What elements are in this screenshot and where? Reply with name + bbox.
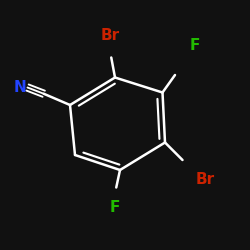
Text: F: F (190, 38, 200, 52)
Text: Br: Br (196, 172, 214, 188)
Text: F: F (110, 200, 120, 215)
Text: N: N (14, 80, 26, 95)
Text: Br: Br (100, 28, 119, 42)
